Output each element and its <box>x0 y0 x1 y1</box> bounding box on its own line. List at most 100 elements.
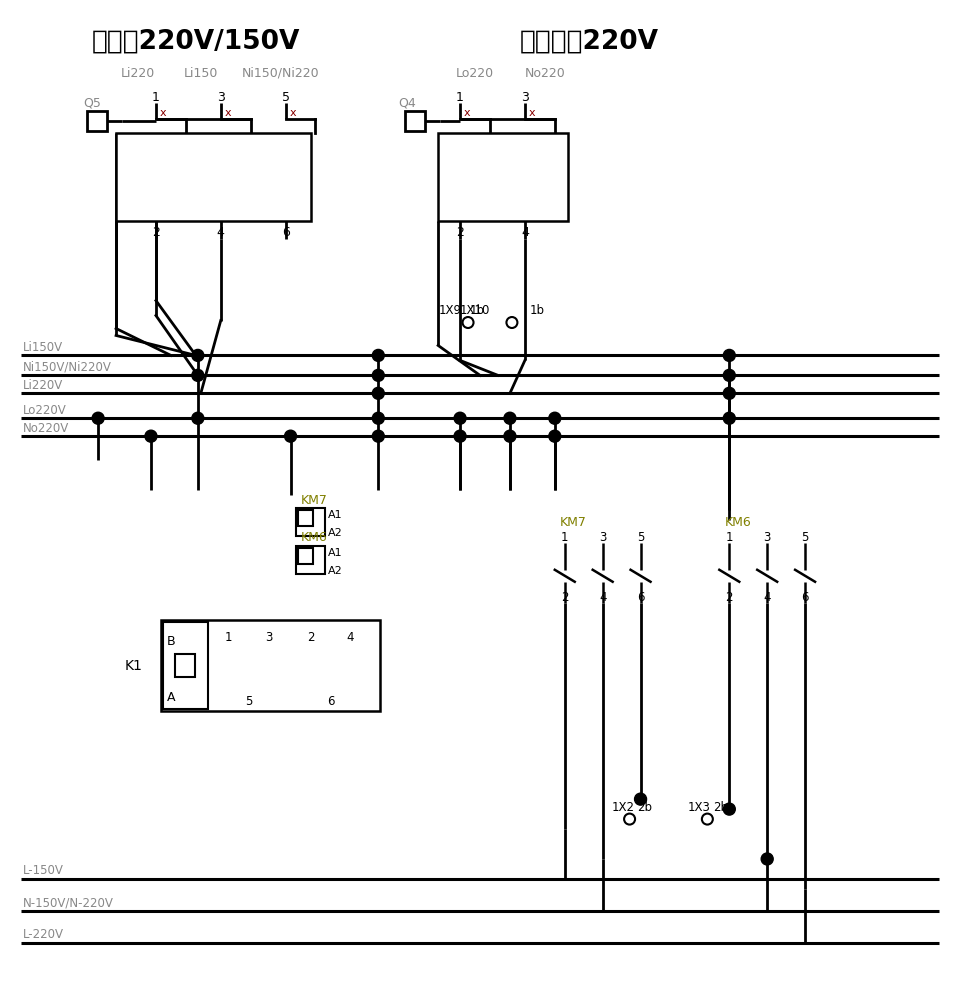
Circle shape <box>372 349 385 361</box>
Text: 4: 4 <box>599 591 607 604</box>
Text: 3: 3 <box>599 531 606 544</box>
Text: A: A <box>167 691 175 704</box>
Text: Q4: Q4 <box>398 97 416 110</box>
Text: 5: 5 <box>245 695 252 708</box>
Text: No220V: No220V <box>23 422 70 435</box>
Text: 1: 1 <box>225 631 232 644</box>
Circle shape <box>454 430 466 442</box>
Circle shape <box>454 412 466 424</box>
Circle shape <box>635 793 647 805</box>
Bar <box>161 620 381 711</box>
Text: 6: 6 <box>326 695 334 708</box>
Text: Ni150V/Ni220V: Ni150V/Ni220V <box>23 361 113 374</box>
Text: Li220V: Li220V <box>23 379 63 392</box>
Text: 2b: 2b <box>714 801 728 814</box>
Text: x: x <box>224 108 231 118</box>
Text: 3: 3 <box>217 91 224 104</box>
Text: 4: 4 <box>763 591 771 604</box>
Text: K1: K1 <box>125 659 143 673</box>
Bar <box>405 111 425 131</box>
Text: Ni150/Ni220: Ni150/Ni220 <box>242 67 319 80</box>
Text: A1: A1 <box>327 548 342 558</box>
Text: Q5: Q5 <box>84 97 101 110</box>
Circle shape <box>285 430 296 442</box>
Circle shape <box>549 430 561 442</box>
Bar <box>438 133 568 221</box>
Circle shape <box>504 430 516 442</box>
Text: 2b: 2b <box>638 801 653 814</box>
Text: KM7: KM7 <box>560 516 586 529</box>
Text: x: x <box>159 108 166 118</box>
Text: B: B <box>167 635 175 648</box>
Circle shape <box>372 369 385 381</box>
Text: 6: 6 <box>282 226 289 239</box>
Text: 1X9: 1X9 <box>439 304 462 317</box>
Text: 自供电220V/150V: 自供电220V/150V <box>91 28 300 54</box>
Text: L-150V: L-150V <box>23 864 64 877</box>
Text: 1: 1 <box>561 531 569 544</box>
Text: 2: 2 <box>456 226 464 239</box>
Text: 2: 2 <box>725 591 733 604</box>
Text: Lo220: Lo220 <box>456 67 494 80</box>
Text: 5: 5 <box>282 91 289 104</box>
Circle shape <box>723 387 735 399</box>
Text: 4: 4 <box>217 226 224 239</box>
Text: 6: 6 <box>801 591 809 604</box>
Text: A2: A2 <box>327 528 342 538</box>
Circle shape <box>723 803 735 815</box>
Circle shape <box>372 430 385 442</box>
Bar <box>117 133 311 221</box>
Bar <box>297 510 314 526</box>
Text: A2: A2 <box>327 566 342 576</box>
Text: KM7: KM7 <box>301 494 327 507</box>
Circle shape <box>192 412 204 424</box>
Text: 4: 4 <box>347 631 354 644</box>
Text: 1X2: 1X2 <box>612 801 635 814</box>
Text: L-220V: L-220V <box>23 928 64 941</box>
Text: Li220: Li220 <box>120 67 155 80</box>
Text: 1: 1 <box>456 91 464 104</box>
Text: 1b: 1b <box>530 304 545 317</box>
Bar <box>87 111 107 131</box>
Text: No220: No220 <box>524 67 565 80</box>
Text: x: x <box>528 108 535 118</box>
Text: 3: 3 <box>763 531 771 544</box>
Bar <box>163 622 208 709</box>
Bar <box>295 508 325 536</box>
Circle shape <box>549 412 561 424</box>
Text: 4: 4 <box>521 226 529 239</box>
Bar <box>175 654 195 677</box>
Circle shape <box>192 349 204 361</box>
Text: 2: 2 <box>307 631 315 644</box>
Text: Lo220V: Lo220V <box>23 404 67 417</box>
Circle shape <box>372 412 385 424</box>
Text: N-150V/N-220V: N-150V/N-220V <box>23 896 115 909</box>
Text: 5: 5 <box>637 531 644 544</box>
Text: 1: 1 <box>152 91 160 104</box>
Text: Li150: Li150 <box>184 67 218 80</box>
Text: 3: 3 <box>265 631 272 644</box>
Circle shape <box>723 412 735 424</box>
Text: 1: 1 <box>725 531 733 544</box>
Text: x: x <box>464 108 470 118</box>
Text: Li150V: Li150V <box>23 341 63 354</box>
Text: x: x <box>289 108 296 118</box>
Circle shape <box>723 349 735 361</box>
Circle shape <box>723 369 735 381</box>
Circle shape <box>192 369 204 381</box>
Circle shape <box>92 412 104 424</box>
Text: 1X10: 1X10 <box>459 304 490 317</box>
Bar <box>297 548 314 564</box>
Text: 外接电源220V: 外接电源220V <box>520 28 659 54</box>
Circle shape <box>761 853 773 865</box>
Text: 3: 3 <box>521 91 529 104</box>
Text: 1b: 1b <box>470 304 486 317</box>
Text: 1X3: 1X3 <box>687 801 711 814</box>
Text: A1: A1 <box>327 510 342 520</box>
Text: 2: 2 <box>561 591 569 604</box>
Text: KM6: KM6 <box>724 516 751 529</box>
Text: KM6: KM6 <box>301 531 327 544</box>
Text: 5: 5 <box>801 531 809 544</box>
Text: 2: 2 <box>152 226 160 239</box>
Circle shape <box>504 412 516 424</box>
